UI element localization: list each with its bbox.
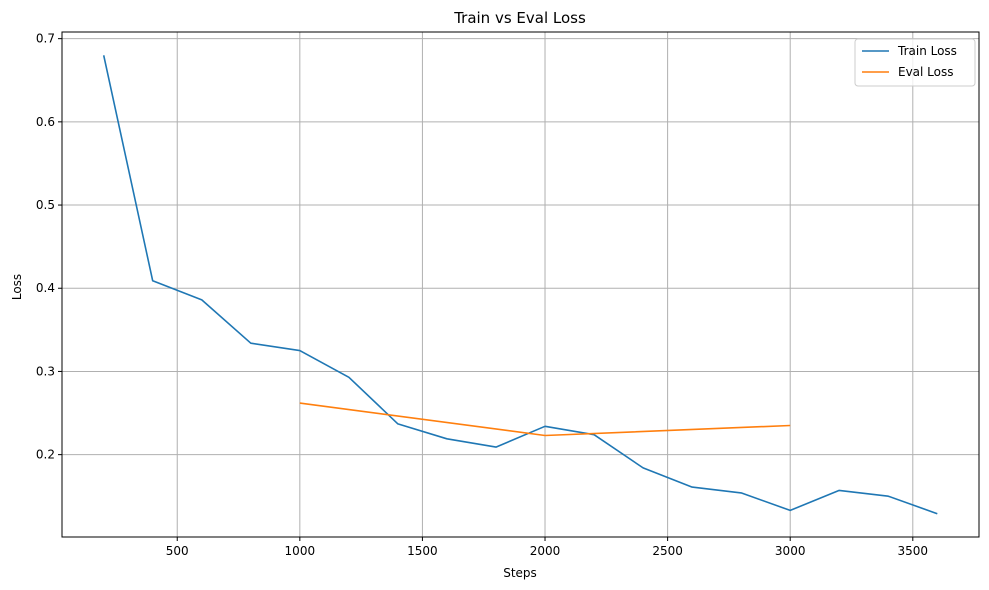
x-tick-label: 3000 — [775, 544, 806, 558]
y-tick-label: 0.5 — [36, 198, 55, 212]
series-line-eval-loss — [299, 402, 791, 437]
legend: Train Loss Eval Loss — [854, 38, 976, 87]
x-axis: 500 1000 1500 2000 2500 3000 3500 — [166, 537, 928, 558]
x-tick-label: 1000 — [285, 544, 316, 558]
grid — [62, 32, 979, 537]
y-tick-label: 0.3 — [36, 364, 55, 378]
y-axis: 0.2 0.3 0.4 0.5 0.6 0.7 — [36, 32, 62, 462]
series-layer — [102, 55, 938, 515]
x-tick-label: 2000 — [530, 544, 561, 558]
x-tick-label: 2500 — [652, 544, 683, 558]
chart-title: Train vs Eval Loss — [453, 9, 586, 27]
x-tick-label: 500 — [166, 544, 189, 558]
y-tick-label: 0.4 — [36, 281, 55, 295]
plot-frame — [61, 31, 980, 538]
x-tick-label: 1500 — [407, 544, 438, 558]
series-line-train-loss — [102, 55, 938, 515]
y-tick-label: 0.6 — [36, 115, 55, 129]
x-axis-title: Steps — [503, 566, 537, 580]
legend-label-train-loss: Train Loss — [897, 44, 957, 58]
y-tick-label: 0.2 — [36, 448, 55, 462]
x-tick-label: 3500 — [898, 544, 929, 558]
legend-label-eval-loss: Eval Loss — [898, 65, 954, 79]
y-axis-title: Loss — [10, 274, 24, 300]
y-tick-label: 0.7 — [36, 32, 55, 46]
